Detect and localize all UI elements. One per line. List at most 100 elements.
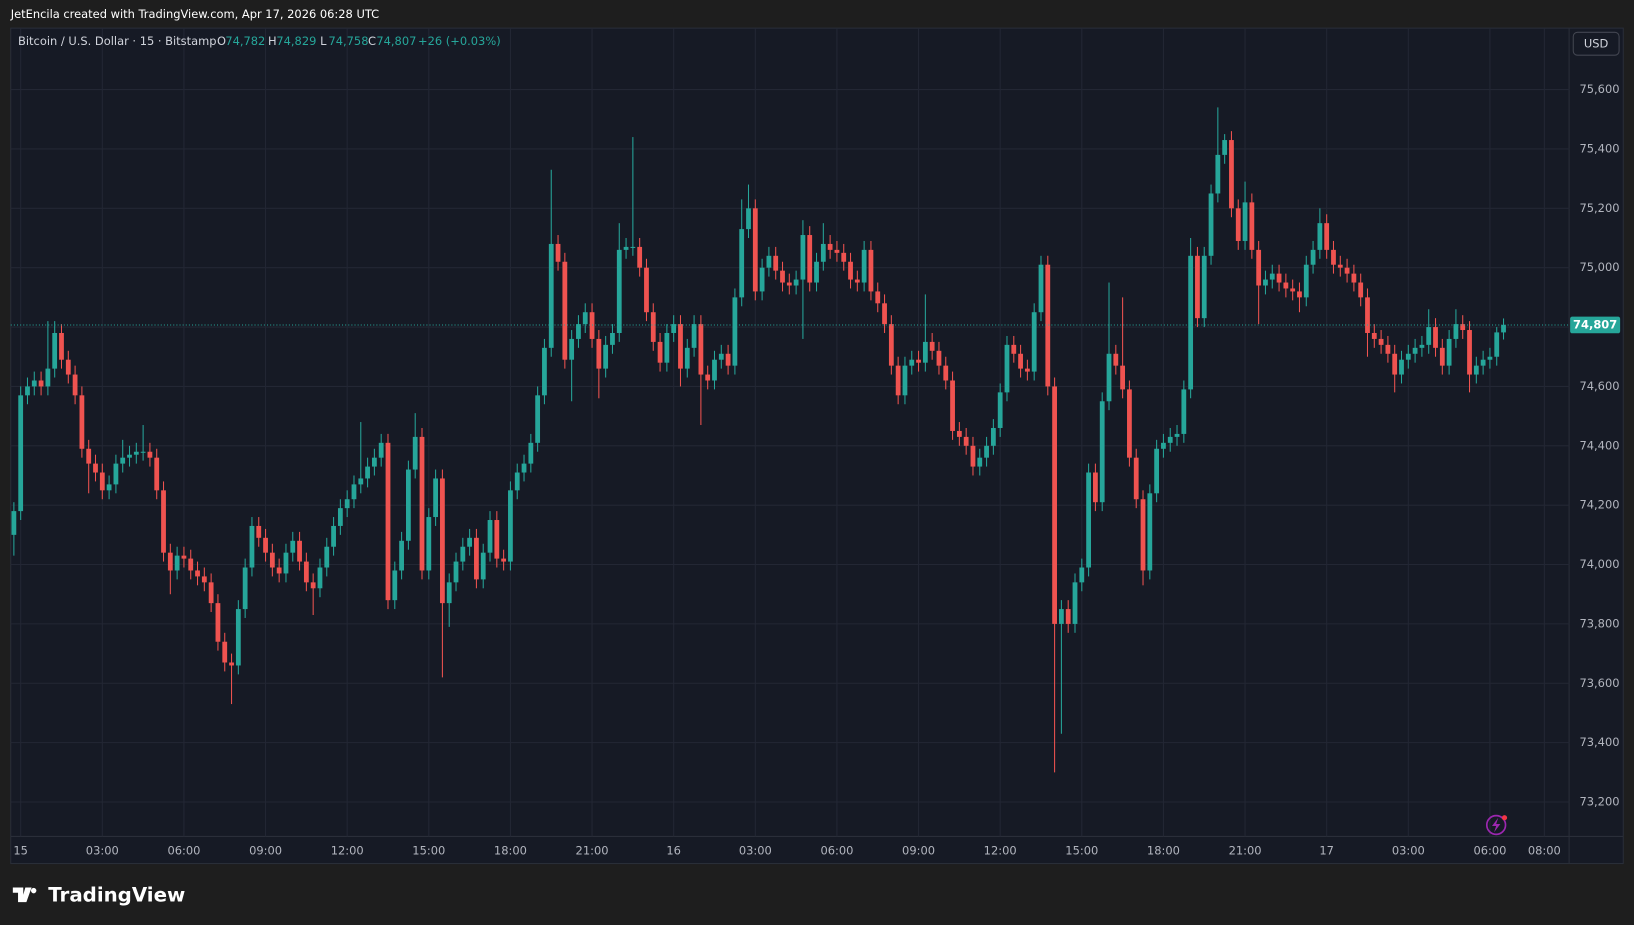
y-tick-label: 73,800 (1580, 616, 1620, 630)
candle-body (562, 261, 568, 360)
candle-body (426, 517, 432, 571)
candle-body (38, 380, 44, 387)
candle-body (133, 451, 139, 455)
candle-body (480, 552, 486, 580)
candle-body (256, 525, 262, 538)
candle-body (303, 561, 309, 583)
candle-body (242, 567, 248, 610)
candle-body (331, 525, 336, 547)
candle-body (1147, 493, 1153, 571)
candle-body (1024, 368, 1030, 372)
candle-body (678, 324, 683, 369)
candle-body (1385, 344, 1391, 354)
candle-body (1004, 344, 1010, 393)
candle-body (820, 243, 826, 262)
candle-body (1079, 567, 1085, 583)
candle-body (1480, 359, 1486, 366)
candle-body (1161, 442, 1166, 449)
candle-body (990, 427, 996, 446)
candle-body (725, 353, 731, 366)
candle-body (548, 243, 554, 348)
candle-body (140, 451, 146, 453)
candle-body (290, 540, 296, 553)
x-tick-label: 18:00 (1147, 844, 1180, 858)
candle-body (854, 279, 860, 283)
candle-body (1235, 208, 1241, 241)
candle-body (589, 312, 595, 339)
candle-body (18, 395, 24, 512)
candle-body (378, 442, 384, 458)
candle-body (235, 609, 241, 666)
x-tick-label: 15:00 (1065, 844, 1098, 858)
candle-body (113, 463, 119, 485)
candle-body (86, 448, 92, 464)
candle-body (1059, 609, 1064, 624)
candle-body (780, 270, 785, 283)
candle-body (922, 341, 928, 363)
candle-body (786, 282, 792, 286)
x-tick-label: 15:00 (412, 844, 445, 858)
x-tick-label: 18:00 (494, 844, 527, 858)
candle-body (1467, 330, 1472, 375)
candle-body (950, 380, 955, 431)
candle-body (174, 555, 180, 571)
candle-body (1038, 264, 1044, 313)
candle-body (412, 436, 418, 470)
candle-body (895, 365, 901, 396)
candle-body (508, 490, 513, 562)
candle-body (1337, 264, 1343, 268)
candle-body (310, 582, 316, 589)
candle-body (446, 582, 452, 604)
candle-body (535, 395, 541, 443)
candle-body (1433, 327, 1438, 348)
candle-body (65, 359, 71, 375)
ohlc-value: 74,829 (276, 34, 316, 48)
candle-body (106, 484, 112, 491)
candle-body (766, 255, 772, 268)
ohlc-value: 74,758 (328, 34, 368, 48)
candle-body (956, 430, 962, 437)
candle-body (1473, 365, 1479, 375)
y-tick-label: 73,200 (1580, 795, 1620, 809)
candle-body (1494, 332, 1500, 357)
candle-body (1501, 324, 1506, 333)
candle-body (93, 463, 98, 473)
x-tick-label: 06:00 (820, 844, 853, 858)
y-tick-label: 75,000 (1580, 260, 1620, 274)
credit: JetEncila created with TradingView.com, … (10, 7, 379, 21)
candle-body (970, 445, 976, 467)
candle-body (1358, 282, 1364, 298)
candle-body (406, 469, 411, 541)
candle-body (1297, 291, 1302, 298)
candle-body (453, 561, 459, 583)
candle-body (875, 291, 881, 304)
candle-body (127, 454, 132, 458)
candle-body (120, 457, 126, 464)
candle-body (814, 261, 819, 283)
currency-button[interactable] (1572, 31, 1620, 56)
candle-body (297, 540, 302, 562)
ohlc-key: O (217, 34, 226, 48)
candle-body (79, 395, 85, 449)
ohlc-legend: O 74,782 H 74,829 L 74,758 C 74,807 +26 (+0.03%) (217, 34, 501, 48)
candle-body (1269, 273, 1275, 280)
candle-body (1331, 249, 1336, 265)
icon-ring (1485, 814, 1507, 836)
candle-body (1174, 433, 1180, 437)
candle-body (440, 478, 445, 604)
y-tick-label: 74,400 (1580, 438, 1620, 452)
candle-body (1392, 353, 1398, 375)
candle-body (1439, 347, 1445, 366)
candle-body (460, 546, 466, 562)
y-tick-label: 75,600 (1580, 82, 1620, 96)
tv-icon[interactable] (1485, 814, 1508, 836)
candle-body (501, 558, 507, 562)
candle-body (467, 537, 473, 547)
candle-body (283, 552, 289, 574)
candle-body (827, 243, 833, 250)
candle-body (1140, 499, 1146, 571)
candle-body (739, 229, 745, 298)
candle-body (610, 332, 615, 345)
